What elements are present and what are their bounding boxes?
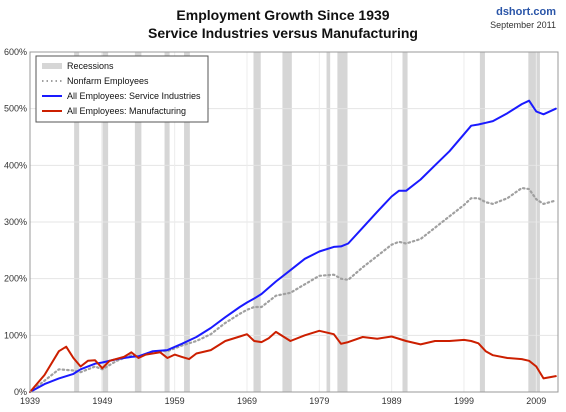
x-tick-label: 1949 <box>92 396 112 406</box>
y-tick-label: 0% <box>14 387 27 397</box>
x-tick-label: 1979 <box>309 396 329 406</box>
legend: Recessions Nonfarm Employees All Employees… <box>35 55 209 123</box>
series-line-all-employees-service-industries <box>29 99 557 393</box>
x-tick-label: 1939 <box>20 396 40 406</box>
series-line-all-employees-manufacturing <box>29 329 557 393</box>
y-tick-label: 500% <box>4 104 27 114</box>
y-tick-labels: 0% 100% 200% 300% 400% 500% 600% <box>4 47 27 397</box>
y-tick-label: 400% <box>4 160 27 170</box>
series-lines <box>28 99 557 394</box>
x-tick-label: 1959 <box>165 396 185 406</box>
x-tick-label: 1989 <box>382 396 402 406</box>
x-tick-label: 1999 <box>454 396 474 406</box>
x-tick-label: 2009 <box>526 396 546 406</box>
y-tick-label: 200% <box>4 274 27 284</box>
chart-title-line1: Employment Growth Since 1939 <box>176 7 390 23</box>
chart-title-line2: Service Industries versus Manufacturing <box>148 25 418 41</box>
y-tick-label: 600% <box>4 47 27 57</box>
brand-label: dshort.com <box>496 6 556 18</box>
y-tick-label: 300% <box>4 217 27 227</box>
legend-label: All Employees: Service Industries <box>67 91 201 101</box>
x-tick-labels: 1939 1949 1959 1969 1979 1989 1999 2009 <box>20 396 546 406</box>
legend-box <box>35 55 209 123</box>
plot-frame <box>29 51 559 393</box>
series-line-nonfarm-employees <box>28 186 557 394</box>
legend-label: All Employees: Manufacturing <box>67 106 186 116</box>
date-label: September 2011 <box>490 20 556 30</box>
y-tick-label: 100% <box>4 330 27 340</box>
legend-swatch <box>42 63 62 69</box>
x-tick-label: 1969 <box>237 396 257 406</box>
legend-label: Nonfarm Employees <box>67 76 149 86</box>
legend-label: Recessions <box>67 61 114 71</box>
